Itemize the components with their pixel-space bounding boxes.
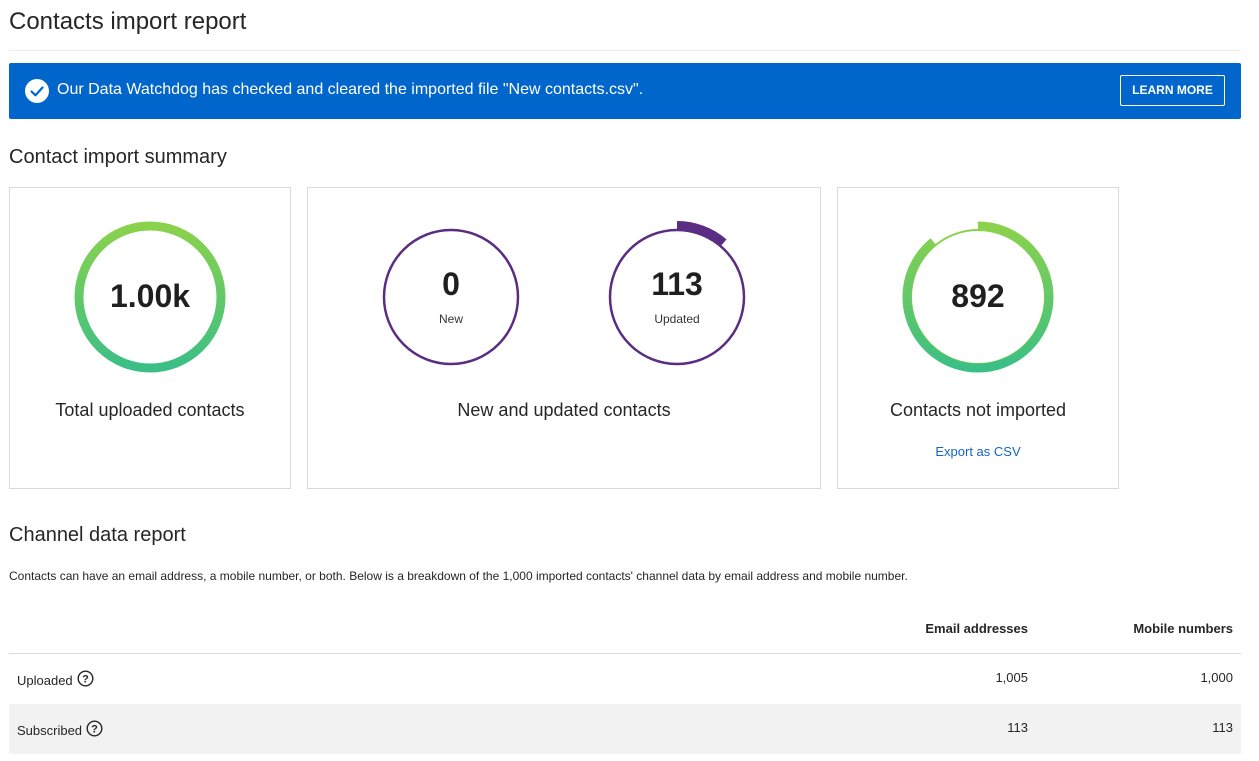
total-uploaded-value: 1.00k: [109, 278, 191, 314]
table-header: Email addresses Mobile numbers: [9, 606, 1241, 654]
title-divider: [9, 50, 1241, 51]
total-uploaded-card: 1.00k Total uploaded contacts: [9, 187, 291, 489]
not-imported-label: Contacts not imported: [889, 400, 1067, 420]
summary-section-title: Contact import summary: [9, 146, 227, 168]
updated-progress-arc: [676, 221, 727, 246]
channel-section-title: Channel data report: [9, 524, 186, 546]
table-row-subscribed: Subscribed ? 113 113: [9, 704, 1241, 754]
banner-message: Our Data Watchdog has checked and cleare…: [57, 81, 644, 98]
total-uploaded-ring: [74, 221, 226, 373]
row-label: Uploaded: [17, 672, 73, 688]
channel-description: Contacts can have an email address, a mo…: [9, 569, 908, 583]
check-circle-icon: [25, 79, 49, 103]
updated-label: Updated: [654, 312, 700, 326]
not-imported-ring: [902, 221, 1054, 373]
new-label: New: [438, 312, 463, 326]
uploaded-mobile-value: 1,000: [1200, 670, 1233, 685]
subscribed-mobile-value: 113: [1212, 720, 1233, 735]
svg-text:?: ?: [91, 724, 98, 736]
uploaded-email-value: 1,005: [995, 670, 1028, 685]
export-csv-link[interactable]: Export as CSV: [935, 444, 1021, 459]
page-title: Contacts import report: [9, 8, 247, 35]
updated-count: 113: [651, 266, 703, 302]
new-updated-rings: [382, 221, 746, 366]
updated-ring: [608, 228, 746, 366]
new-count: 0: [442, 266, 460, 302]
row-label: Subscribed: [17, 722, 83, 738]
help-icon[interactable]: ?: [77, 670, 94, 690]
mobile-column-header: Mobile numbers: [1133, 621, 1233, 636]
channel-table: Email addresses Mobile numbers Uploaded …: [9, 606, 1241, 754]
new-updated-card: 0 New 113 Updated New and updated contac…: [307, 187, 821, 489]
new-updated-label: New and updated contacts: [457, 400, 671, 420]
watchdog-banner: Our Data Watchdog has checked and cleare…: [9, 63, 1241, 119]
help-icon[interactable]: ?: [86, 720, 103, 740]
not-imported-value: 892: [951, 278, 1005, 314]
email-column-header: Email addresses: [925, 621, 1028, 636]
svg-text:?: ?: [82, 674, 89, 686]
new-ring: [382, 228, 520, 366]
subscribed-email-value: 113: [1007, 720, 1028, 735]
total-uploaded-label: Total uploaded contacts: [55, 400, 245, 420]
not-imported-card: 892 Contacts not imported Export as CSV: [837, 187, 1119, 489]
table-row-uploaded: Uploaded ? 1,005 1,000: [9, 654, 1241, 704]
learn-more-button[interactable]: LEARN MORE: [1120, 75, 1225, 106]
